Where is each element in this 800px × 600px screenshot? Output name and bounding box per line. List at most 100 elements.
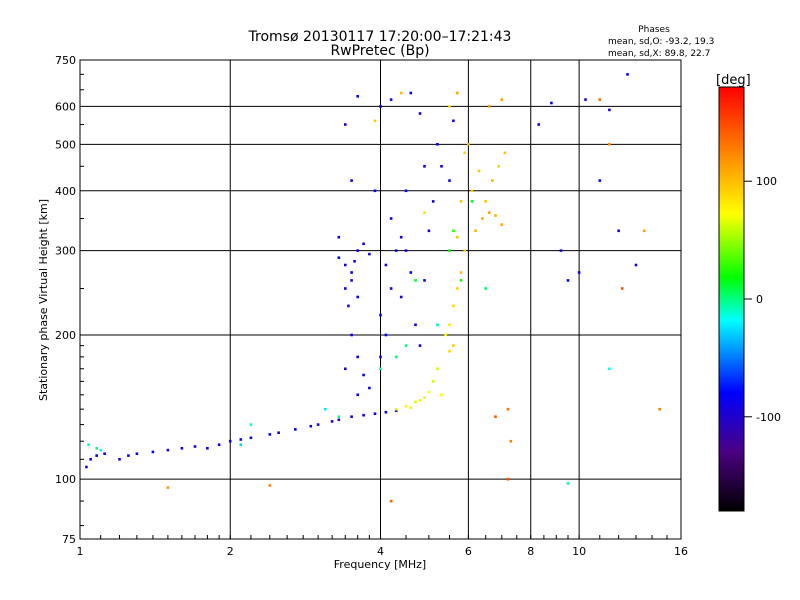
data-point xyxy=(350,179,353,182)
y-tick-label: 75 xyxy=(62,533,76,546)
chart-title: Tromsø 20130117 17:20:00–17:21:43 xyxy=(248,29,512,45)
data-point xyxy=(431,380,435,383)
x-tick-label: 10 xyxy=(572,545,586,558)
x-tick-label: 6 xyxy=(465,545,472,558)
phase-stats-x: mean, sd,X: 89.8, 22.7 xyxy=(608,49,710,59)
y-axis-label: Stationary phase Virtual Height [km] xyxy=(37,199,50,401)
colorbar-tick-label: 0 xyxy=(756,293,763,306)
data-point xyxy=(87,443,90,446)
data-point xyxy=(206,447,209,450)
data-point xyxy=(500,98,504,101)
phase-stats-o: mean, sd,O: -93.2, 19.3 xyxy=(608,37,714,47)
data-point xyxy=(384,333,388,337)
data-point xyxy=(584,98,587,101)
data-point xyxy=(95,454,98,457)
data-point xyxy=(456,91,459,95)
y-tick-label: 300 xyxy=(55,245,76,258)
data-point xyxy=(436,323,439,327)
data-point xyxy=(409,91,413,95)
data-point xyxy=(448,179,451,182)
y-tick-label: 200 xyxy=(55,329,76,342)
plot-frame xyxy=(79,59,682,540)
y-tick-label: 600 xyxy=(55,100,76,113)
data-point xyxy=(394,409,398,412)
data-point xyxy=(373,412,377,415)
data-point xyxy=(95,447,98,450)
x-tick-label: 1 xyxy=(77,545,84,558)
data-point xyxy=(399,295,403,299)
data-point xyxy=(474,229,477,233)
data-point xyxy=(399,235,403,239)
data-point xyxy=(384,263,388,267)
data-point xyxy=(414,279,417,282)
data-point xyxy=(337,415,341,418)
data-point xyxy=(452,304,455,308)
data-point xyxy=(344,123,347,126)
data-point xyxy=(166,486,170,489)
data-point xyxy=(166,448,170,452)
data-point xyxy=(399,91,403,95)
data-point xyxy=(418,399,422,402)
x-tick-label: 2 xyxy=(227,545,234,558)
data-point xyxy=(598,98,602,101)
data-point xyxy=(418,112,422,115)
data-point xyxy=(459,200,463,203)
data-point xyxy=(249,423,253,426)
data-point xyxy=(497,165,500,168)
data-point xyxy=(491,179,494,182)
data-point xyxy=(404,189,408,193)
data-point xyxy=(509,439,513,443)
data-point xyxy=(456,287,459,290)
colorbar-tick-label: -100 xyxy=(756,411,781,424)
data-point xyxy=(249,436,253,440)
data-point xyxy=(135,452,139,455)
data-point xyxy=(362,242,365,246)
data-point xyxy=(118,458,121,461)
data-point xyxy=(389,98,393,101)
data-point xyxy=(85,465,88,469)
data-point xyxy=(452,229,455,233)
grid xyxy=(80,60,681,539)
data-point xyxy=(384,410,388,414)
data-point xyxy=(494,214,497,217)
data-point xyxy=(423,211,426,214)
data-point xyxy=(368,386,371,390)
data-point xyxy=(414,323,417,327)
colorbar-tick-label: 100 xyxy=(756,175,777,188)
data-point xyxy=(550,101,553,105)
data-point xyxy=(444,333,447,337)
y-tick-label: 100 xyxy=(55,473,76,486)
data-point xyxy=(436,143,439,146)
data-point xyxy=(463,249,466,252)
data-point xyxy=(389,217,393,220)
data-points xyxy=(85,73,661,503)
data-point xyxy=(268,433,272,436)
data-point xyxy=(452,344,455,347)
colorbar-ticks: 100 0 -100 xyxy=(744,175,781,424)
data-point xyxy=(642,229,646,233)
data-point xyxy=(484,287,487,290)
data-point xyxy=(151,450,155,454)
data-point xyxy=(634,263,638,267)
data-point xyxy=(368,252,371,256)
data-point xyxy=(394,407,398,411)
tick-labels: 1 2 4 6 8 10 16 75 100 200 300 400 500 600 750 xyxy=(55,54,688,558)
data-point xyxy=(337,235,341,239)
data-point xyxy=(440,393,443,397)
y-tick-label: 750 xyxy=(55,54,76,67)
data-point xyxy=(448,105,451,108)
x-tick-label: 8 xyxy=(527,545,534,558)
data-point xyxy=(228,439,232,443)
data-point xyxy=(448,323,451,327)
data-point xyxy=(394,355,398,359)
x-tick-label: 4 xyxy=(377,545,384,558)
data-point xyxy=(598,179,602,182)
data-point xyxy=(344,263,347,267)
data-point xyxy=(566,482,570,485)
data-point xyxy=(350,271,353,274)
data-point xyxy=(577,271,581,274)
data-point xyxy=(459,271,463,274)
data-point xyxy=(500,223,504,226)
data-point xyxy=(379,105,382,108)
